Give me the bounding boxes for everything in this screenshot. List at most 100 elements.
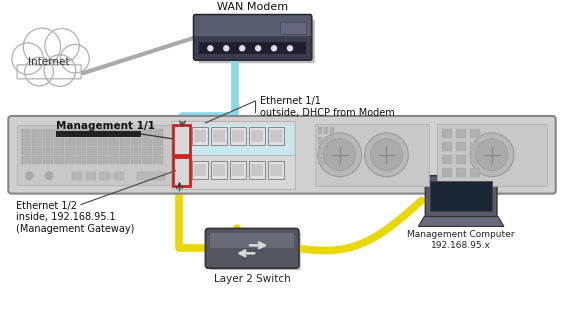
- Bar: [430, 181, 492, 210]
- Bar: [270, 130, 282, 142]
- Text: Layer 2 Switch: Layer 2 Switch: [214, 274, 290, 284]
- Bar: [21, 156, 31, 164]
- Bar: [32, 138, 42, 146]
- Bar: [188, 125, 293, 155]
- Bar: [232, 130, 244, 142]
- Bar: [136, 172, 165, 180]
- Bar: [76, 138, 86, 146]
- Circle shape: [45, 172, 53, 180]
- FancyBboxPatch shape: [425, 176, 497, 217]
- Bar: [456, 168, 466, 177]
- Bar: [212, 127, 227, 145]
- Bar: [86, 172, 96, 180]
- Circle shape: [208, 46, 213, 51]
- Bar: [318, 127, 322, 134]
- Bar: [195, 164, 206, 176]
- FancyBboxPatch shape: [193, 15, 312, 60]
- Bar: [330, 127, 334, 134]
- Bar: [251, 130, 263, 142]
- Bar: [87, 156, 97, 164]
- Text: Management 1/1: Management 1/1: [56, 121, 155, 131]
- Bar: [98, 129, 108, 137]
- Bar: [131, 138, 140, 146]
- Bar: [437, 124, 547, 185]
- Circle shape: [224, 46, 229, 51]
- Bar: [268, 127, 284, 145]
- Bar: [43, 138, 53, 146]
- Circle shape: [25, 57, 54, 86]
- Circle shape: [23, 28, 60, 65]
- Bar: [442, 142, 452, 151]
- Bar: [98, 156, 108, 164]
- Bar: [114, 172, 124, 180]
- FancyBboxPatch shape: [17, 65, 81, 79]
- Bar: [251, 164, 263, 176]
- Bar: [109, 138, 119, 146]
- Bar: [173, 125, 191, 155]
- Bar: [109, 156, 119, 164]
- FancyBboxPatch shape: [205, 228, 299, 268]
- Bar: [200, 42, 306, 54]
- Bar: [109, 147, 119, 155]
- Bar: [456, 129, 466, 138]
- Bar: [87, 138, 97, 146]
- Bar: [76, 147, 86, 155]
- Circle shape: [470, 133, 514, 177]
- Circle shape: [371, 139, 403, 171]
- Bar: [65, 156, 75, 164]
- Bar: [230, 127, 246, 145]
- Bar: [120, 147, 130, 155]
- Bar: [192, 127, 208, 145]
- Circle shape: [324, 139, 356, 171]
- Bar: [280, 22, 306, 34]
- Bar: [131, 156, 140, 164]
- Text: Ethernet 1/1
outside, DHCP from Modem: Ethernet 1/1 outside, DHCP from Modem: [260, 96, 395, 118]
- Bar: [142, 138, 152, 146]
- Bar: [324, 147, 328, 154]
- Bar: [32, 147, 42, 155]
- Bar: [120, 129, 130, 137]
- Bar: [142, 156, 152, 164]
- Bar: [98, 147, 108, 155]
- Bar: [17, 125, 171, 185]
- Bar: [318, 147, 322, 154]
- Bar: [213, 130, 225, 142]
- Bar: [442, 129, 452, 138]
- Bar: [213, 164, 225, 176]
- Bar: [330, 137, 334, 144]
- Bar: [120, 138, 130, 146]
- Bar: [54, 147, 64, 155]
- Bar: [470, 142, 480, 151]
- Bar: [54, 156, 64, 164]
- Bar: [249, 161, 265, 179]
- Circle shape: [255, 46, 261, 51]
- Bar: [192, 161, 208, 179]
- FancyBboxPatch shape: [199, 20, 315, 63]
- FancyBboxPatch shape: [209, 232, 301, 270]
- Circle shape: [476, 139, 508, 171]
- Bar: [230, 161, 246, 179]
- Bar: [131, 129, 140, 137]
- Text: Internet: Internet: [28, 57, 70, 67]
- Bar: [54, 129, 64, 137]
- Bar: [54, 138, 64, 146]
- Bar: [142, 147, 152, 155]
- Bar: [315, 124, 429, 185]
- Bar: [76, 129, 86, 137]
- Bar: [318, 157, 322, 164]
- Bar: [324, 157, 328, 164]
- Bar: [173, 157, 191, 185]
- Bar: [442, 155, 452, 164]
- Bar: [153, 138, 162, 146]
- Circle shape: [364, 133, 408, 177]
- Circle shape: [60, 44, 89, 73]
- Bar: [100, 172, 110, 180]
- Bar: [330, 157, 334, 164]
- Circle shape: [12, 43, 43, 74]
- Text: Ethernet 1/2
inside, 192.168.95.1
(Management Gateway): Ethernet 1/2 inside, 192.168.95.1 (Manag…: [16, 201, 135, 234]
- Bar: [470, 155, 480, 164]
- Bar: [142, 129, 152, 137]
- Bar: [120, 156, 130, 164]
- Bar: [318, 137, 322, 144]
- Bar: [65, 138, 75, 146]
